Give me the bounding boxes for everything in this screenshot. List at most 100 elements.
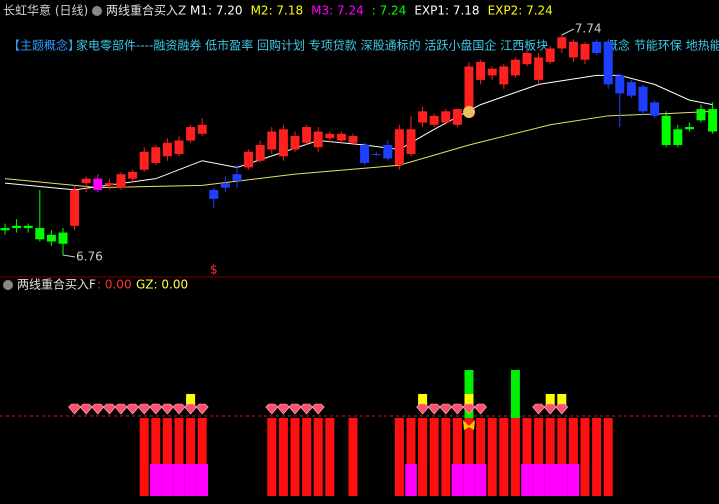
candle-body (81, 178, 91, 184)
red-bar (267, 418, 277, 496)
red-bar (499, 418, 509, 496)
diamond (184, 403, 198, 415)
candle-body (35, 228, 45, 240)
diamond (474, 403, 488, 415)
yellow-mark (186, 394, 196, 406)
candle-body (336, 133, 346, 141)
diamond (427, 403, 441, 415)
candle-body (220, 183, 230, 188)
candle-body (429, 115, 439, 125)
moving-average (4, 74, 713, 191)
candle-body (244, 151, 254, 168)
red-bar (348, 418, 358, 496)
diamond (160, 403, 174, 415)
red-bar (557, 418, 567, 496)
red-bar (545, 418, 555, 496)
red-bar (522, 418, 532, 496)
magenta-bar (463, 464, 475, 496)
magenta-bar (474, 464, 487, 496)
candle-body (510, 59, 520, 76)
indicator-name: 两线重合买入Z (106, 3, 186, 18)
diamond (311, 403, 325, 415)
red-bar (603, 418, 613, 496)
red-bar (290, 418, 300, 496)
dollar-sign: $ (210, 263, 218, 277)
diamond (276, 403, 290, 415)
magenta-bar (556, 464, 568, 496)
red-bar (452, 418, 462, 496)
candle-body (348, 136, 358, 143)
high-label: 7.74 (575, 22, 602, 36)
candle-body (58, 232, 68, 244)
moving-average (4, 110, 713, 189)
magenta-bar (405, 464, 417, 496)
menu-icon[interactable] (3, 280, 13, 290)
diamond (172, 403, 186, 415)
candle-body (23, 225, 33, 229)
candle-body (46, 234, 56, 242)
magenta-bar (532, 464, 545, 496)
candle-body (626, 82, 636, 96)
diamond (543, 403, 557, 415)
red-bar (394, 418, 404, 496)
candle-body (290, 136, 300, 150)
red-bar (464, 418, 474, 496)
diamond (79, 403, 93, 415)
candle-body (383, 145, 393, 159)
candle-body (487, 68, 497, 76)
diamond (149, 403, 163, 415)
red-bar (441, 418, 451, 496)
low-label: 6.76 (76, 250, 103, 264)
red-bar (313, 418, 323, 496)
candle-body (93, 178, 103, 190)
candle-body (650, 102, 660, 116)
red-bar (325, 418, 335, 496)
diamond (288, 403, 302, 415)
candle-body (232, 174, 242, 181)
diamond (532, 403, 546, 415)
menu-icon[interactable] (92, 6, 102, 16)
red-bar (592, 418, 602, 496)
diamond (555, 403, 569, 415)
diamond (462, 403, 476, 415)
candle-body (162, 142, 172, 157)
red-bar (568, 418, 578, 496)
diamond (68, 403, 82, 415)
header-value: M1: 7.20 (190, 4, 243, 18)
candle-body (151, 147, 161, 163)
diamond (195, 403, 209, 415)
candle-body (209, 189, 219, 199)
red-bar (429, 418, 439, 496)
candle-body (371, 153, 381, 155)
red-bar (476, 418, 486, 496)
candle-body (441, 111, 451, 123)
magenta-bar (196, 464, 208, 496)
candle-body (661, 115, 671, 145)
concept-head: 【主题概念】 (8, 38, 80, 53)
diamond (265, 403, 279, 415)
candle-body (673, 129, 683, 145)
candle-body (313, 131, 323, 148)
red-bar (510, 418, 520, 496)
candle-body (278, 129, 288, 157)
candle-body (464, 66, 474, 116)
header-value: M3: 7.24 (311, 4, 364, 18)
candle-body (12, 225, 22, 229)
candle-body (696, 109, 706, 121)
magenta-bar (521, 464, 533, 496)
low-pointer (62, 254, 76, 258)
header-value: : 7.24 (372, 4, 407, 18)
red-bar (278, 418, 288, 496)
red-bar (186, 418, 196, 496)
high-pointer (561, 28, 575, 36)
candle-body (534, 57, 544, 80)
candle-body (522, 52, 532, 65)
diamond (300, 403, 314, 415)
candle-body (638, 86, 648, 112)
candle-body (70, 189, 80, 226)
diamond (114, 403, 128, 415)
stock-name: 长虹华意 (日线) (3, 3, 88, 18)
candle-body (603, 41, 613, 85)
